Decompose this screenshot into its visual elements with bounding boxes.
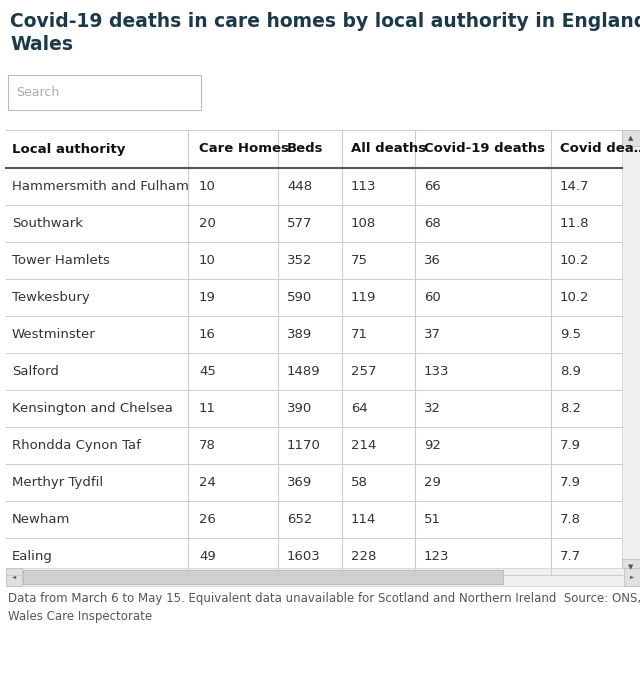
- Text: 113: 113: [351, 180, 376, 193]
- Text: 108: 108: [351, 217, 376, 230]
- Text: 58: 58: [351, 476, 368, 489]
- Text: 389: 389: [287, 328, 312, 341]
- Text: 75: 75: [351, 254, 368, 267]
- Text: Rhondda Cynon Taf: Rhondda Cynon Taf: [12, 439, 141, 452]
- FancyBboxPatch shape: [23, 570, 503, 584]
- Text: Beds: Beds: [287, 143, 323, 155]
- Text: 369: 369: [287, 476, 312, 489]
- Text: Covid-19 deaths: Covid-19 deaths: [424, 143, 545, 155]
- Text: Ealing: Ealing: [12, 550, 53, 563]
- Text: 78: 78: [199, 439, 216, 452]
- Text: Covid-19 deaths in care homes by local authority in England and
Wales: Covid-19 deaths in care homes by local a…: [10, 12, 640, 55]
- Text: 8.9: 8.9: [560, 365, 581, 378]
- Text: ▲: ▲: [628, 135, 634, 141]
- FancyBboxPatch shape: [622, 130, 640, 575]
- Text: 26: 26: [199, 513, 216, 526]
- Text: 257: 257: [351, 365, 376, 378]
- Text: 7.7: 7.7: [560, 550, 581, 563]
- FancyBboxPatch shape: [622, 130, 640, 146]
- Text: 16: 16: [199, 328, 216, 341]
- Text: Care Homes: Care Homes: [199, 143, 289, 155]
- Text: 10: 10: [199, 180, 216, 193]
- Text: 214: 214: [351, 439, 376, 452]
- Text: Kensington and Chelsea: Kensington and Chelsea: [12, 402, 173, 415]
- Text: 11: 11: [199, 402, 216, 415]
- FancyBboxPatch shape: [622, 559, 640, 575]
- Text: Salford: Salford: [12, 365, 59, 378]
- Text: ▼: ▼: [628, 564, 634, 570]
- Text: Merthyr Tydfil: Merthyr Tydfil: [12, 476, 103, 489]
- Text: 92: 92: [424, 439, 441, 452]
- Text: 390: 390: [287, 402, 312, 415]
- Text: 590: 590: [287, 291, 312, 304]
- FancyBboxPatch shape: [6, 568, 640, 586]
- Text: Data from March 6 to May 15. Equivalent data unavailable for Scotland and Northe: Data from March 6 to May 15. Equivalent …: [8, 592, 640, 605]
- Text: 45: 45: [199, 365, 216, 378]
- Text: Search: Search: [16, 86, 60, 99]
- Text: Southwark: Southwark: [12, 217, 83, 230]
- Text: 133: 133: [424, 365, 449, 378]
- Text: 10.2: 10.2: [560, 254, 589, 267]
- Text: 24: 24: [199, 476, 216, 489]
- Text: 51: 51: [424, 513, 441, 526]
- Text: 32: 32: [424, 402, 441, 415]
- Text: 49: 49: [199, 550, 216, 563]
- Text: Newham: Newham: [12, 513, 70, 526]
- Text: 11.8: 11.8: [560, 217, 589, 230]
- Text: Tewkesbury: Tewkesbury: [12, 291, 90, 304]
- Text: 577: 577: [287, 217, 312, 230]
- Text: Local authority: Local authority: [12, 143, 125, 155]
- Text: 10: 10: [199, 254, 216, 267]
- Text: 14.7: 14.7: [560, 180, 589, 193]
- Text: Wales Care Inspectorate: Wales Care Inspectorate: [8, 610, 152, 623]
- Text: 7.9: 7.9: [560, 439, 581, 452]
- Text: 123: 123: [424, 550, 449, 563]
- Text: 7.9: 7.9: [560, 476, 581, 489]
- FancyBboxPatch shape: [624, 568, 640, 586]
- Text: 29: 29: [424, 476, 441, 489]
- Text: 19: 19: [199, 291, 216, 304]
- Text: All deaths: All deaths: [351, 143, 426, 155]
- Text: 68: 68: [424, 217, 441, 230]
- Text: Hammersmith and Fulham: Hammersmith and Fulham: [12, 180, 189, 193]
- Text: 652: 652: [287, 513, 312, 526]
- Text: 20: 20: [199, 217, 216, 230]
- Text: 1170: 1170: [287, 439, 321, 452]
- Text: 352: 352: [287, 254, 312, 267]
- Text: 114: 114: [351, 513, 376, 526]
- Text: Tower Hamlets: Tower Hamlets: [12, 254, 110, 267]
- Text: 71: 71: [351, 328, 368, 341]
- Text: 10.2: 10.2: [560, 291, 589, 304]
- Text: Westminster: Westminster: [12, 328, 96, 341]
- FancyBboxPatch shape: [8, 75, 201, 110]
- Text: 37: 37: [424, 328, 441, 341]
- Text: 64: 64: [351, 402, 368, 415]
- FancyBboxPatch shape: [6, 568, 22, 586]
- Text: 66: 66: [424, 180, 441, 193]
- Text: 7.8: 7.8: [560, 513, 581, 526]
- Text: Covid dea…: Covid dea…: [560, 143, 640, 155]
- Text: 448: 448: [287, 180, 312, 193]
- Text: 1489: 1489: [287, 365, 321, 378]
- Text: 36: 36: [424, 254, 441, 267]
- Text: 9.5: 9.5: [560, 328, 581, 341]
- Text: ◄: ◄: [12, 575, 16, 579]
- Text: 119: 119: [351, 291, 376, 304]
- Text: 1603: 1603: [287, 550, 321, 563]
- Text: ►: ►: [630, 575, 634, 579]
- Text: 8.2: 8.2: [560, 402, 581, 415]
- Text: 60: 60: [424, 291, 441, 304]
- Text: 228: 228: [351, 550, 376, 563]
